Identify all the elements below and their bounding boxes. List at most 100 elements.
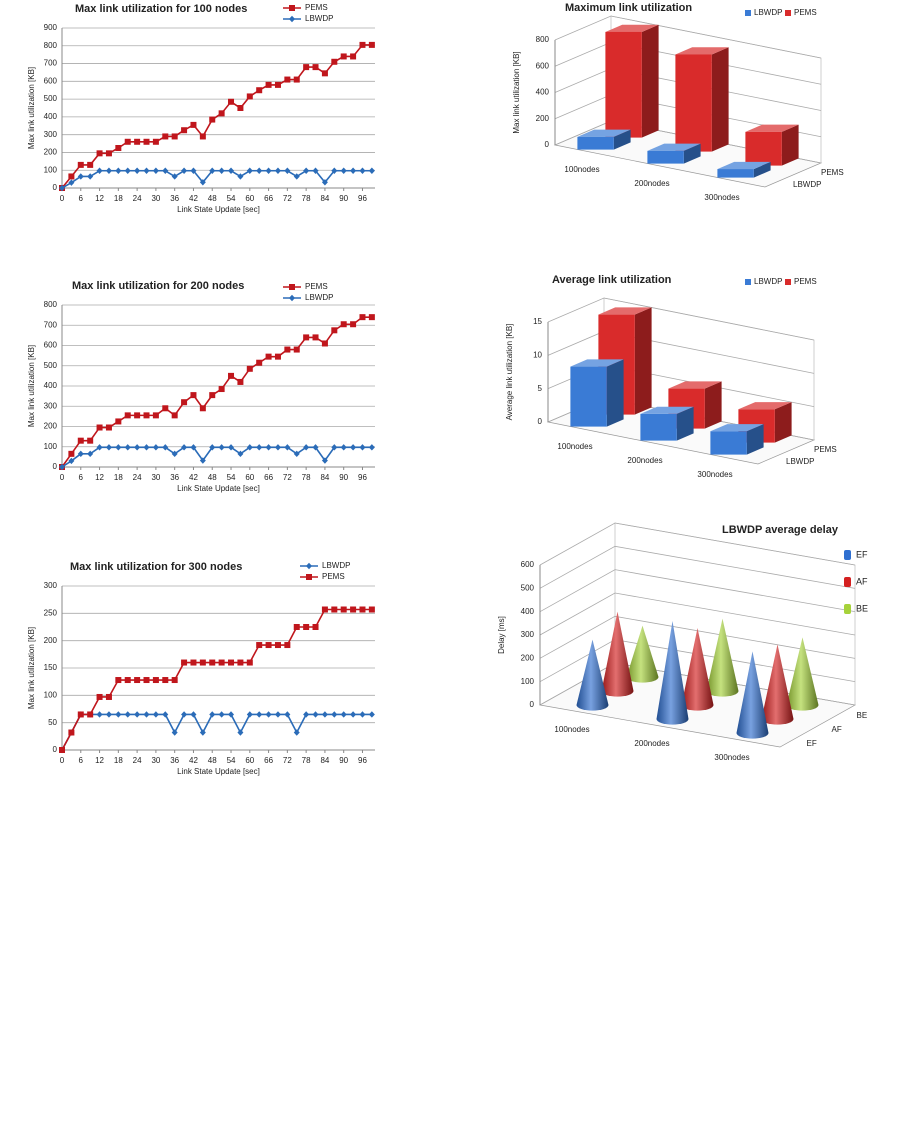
marker <box>134 444 141 451</box>
marker <box>359 41 366 48</box>
bar-side <box>704 381 722 429</box>
marker <box>368 606 375 613</box>
y-tick-label: 300 <box>521 630 535 639</box>
x-tick-label: 78 <box>302 194 311 203</box>
marker <box>124 444 131 451</box>
y-tick-label: 100 <box>521 677 535 686</box>
marker <box>312 711 319 718</box>
grid-line <box>554 15 822 59</box>
marker <box>246 365 253 372</box>
marker <box>312 624 319 630</box>
marker <box>237 450 244 458</box>
marker <box>331 58 338 65</box>
legend-label: PEMS <box>305 3 328 12</box>
x-tick-label: 84 <box>320 473 329 482</box>
y-tick-label: 400 <box>44 381 58 390</box>
marker <box>199 405 206 412</box>
bar <box>647 143 701 164</box>
bar-top <box>605 24 659 32</box>
legend-label: LBWDP <box>754 8 782 17</box>
marker <box>256 642 263 649</box>
marker <box>237 659 244 666</box>
y-tick-label: 100 <box>44 165 58 174</box>
x-tick-label: 0 <box>60 756 65 765</box>
marker <box>368 41 375 48</box>
x-tick-label: 36 <box>170 194 179 203</box>
bar <box>738 402 792 443</box>
marker <box>289 5 295 11</box>
y-tick-label: 800 <box>44 41 58 50</box>
marker <box>218 659 225 666</box>
grid-line <box>539 522 856 566</box>
y-tick-label: 400 <box>521 607 535 616</box>
bar-side <box>606 359 624 427</box>
y-tick-label: 600 <box>44 341 58 350</box>
marker <box>77 173 84 180</box>
marker <box>312 64 319 71</box>
marker <box>246 659 253 666</box>
marker <box>181 711 188 718</box>
marker <box>105 424 112 431</box>
grid-line <box>539 615 856 659</box>
legend-label: LBWDP <box>305 14 333 23</box>
bar-top <box>745 124 799 132</box>
marker <box>340 53 347 60</box>
x-tick-label: 18 <box>114 756 123 765</box>
marker <box>77 437 84 444</box>
marker <box>134 138 141 145</box>
marker <box>143 167 150 174</box>
bar-front <box>675 54 712 152</box>
marker <box>265 711 272 718</box>
marker <box>350 53 357 60</box>
marker <box>350 167 357 174</box>
marker <box>289 284 295 290</box>
marker <box>87 711 94 718</box>
bar-front <box>605 31 642 138</box>
marker <box>256 711 263 718</box>
marker <box>256 87 263 94</box>
y-tick-label: 500 <box>44 361 58 370</box>
x-tick-label: 96 <box>358 756 367 765</box>
y-tick-label: 800 <box>536 35 550 44</box>
marker <box>312 167 319 174</box>
legend-label: AF <box>856 576 868 586</box>
y-tick-label: 0 <box>530 700 535 709</box>
marker <box>303 64 310 71</box>
depth-label: BE <box>857 711 868 720</box>
marker <box>350 606 357 613</box>
marker <box>218 386 225 393</box>
y-tick-label: 5 <box>538 384 543 393</box>
x-tick-label: 24 <box>133 194 142 203</box>
marker <box>256 359 263 366</box>
marker <box>303 334 310 341</box>
cone <box>736 651 769 739</box>
bar-top <box>738 402 792 410</box>
x-tick-label: 48 <box>208 194 217 203</box>
x-tick-label: 60 <box>245 756 254 765</box>
marker <box>359 444 366 451</box>
depth-label: LBWDP <box>793 180 821 189</box>
marker <box>190 444 197 451</box>
marker <box>96 444 103 451</box>
marker <box>190 711 197 718</box>
y-tick-label: 0 <box>545 140 550 149</box>
series-line <box>61 608 372 751</box>
x-tick-label: 42 <box>189 756 198 765</box>
marker <box>59 463 65 471</box>
marker <box>350 711 357 718</box>
x-tick-label: 300nodes <box>714 753 749 762</box>
marker <box>228 167 235 174</box>
x-tick-label: 66 <box>264 473 273 482</box>
marker <box>284 167 291 174</box>
marker <box>228 444 235 451</box>
marker <box>181 399 188 406</box>
y-tick-label: 400 <box>536 88 550 97</box>
marker <box>59 747 65 753</box>
bar-top <box>598 307 652 315</box>
marker <box>284 444 291 451</box>
legend-swatch <box>844 550 851 560</box>
bar-front <box>710 431 747 455</box>
bar <box>745 124 799 166</box>
x-tick-label: 12 <box>95 194 104 203</box>
x-tick-label: 300nodes <box>697 470 732 479</box>
